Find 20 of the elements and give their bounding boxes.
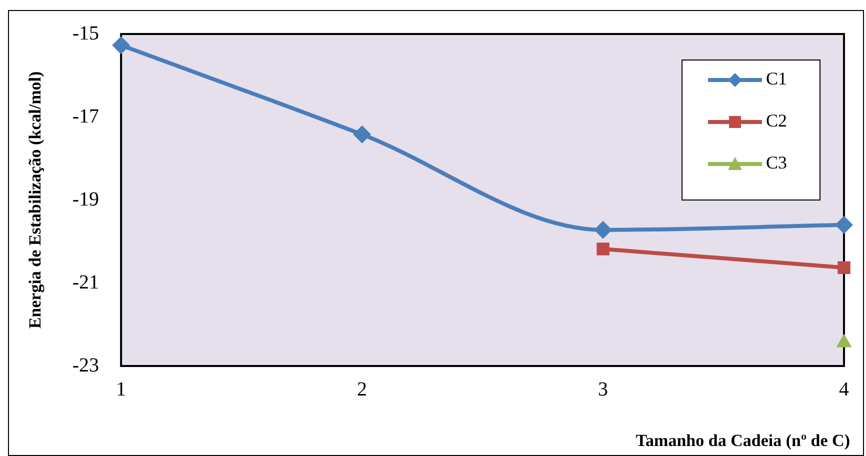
point xyxy=(838,261,850,274)
point xyxy=(596,242,610,256)
y-tick-label: -23 xyxy=(72,354,100,376)
y-tick-label: -17 xyxy=(72,105,100,128)
point xyxy=(112,36,130,54)
y-tick-label: -21 xyxy=(72,271,100,294)
y-tick-label: -19 xyxy=(72,188,100,210)
x-axis-title: Tamanho da Cadeia (nº de C) xyxy=(636,431,850,450)
point xyxy=(353,125,372,144)
y-axis-title: Energia de Estabilização (kcal/mol) xyxy=(26,71,45,329)
point xyxy=(835,216,853,234)
x-tick-label: 1 xyxy=(116,378,126,400)
point xyxy=(594,220,612,239)
legend-label: C3 xyxy=(766,152,788,173)
legend-label: C1 xyxy=(766,68,788,89)
legend-label: C2 xyxy=(766,110,788,131)
x-tick-label: 2 xyxy=(357,378,368,400)
y-tick-label: -15 xyxy=(72,22,100,44)
x-tick-label: 4 xyxy=(839,378,849,400)
x-tick-label: 3 xyxy=(598,378,608,400)
